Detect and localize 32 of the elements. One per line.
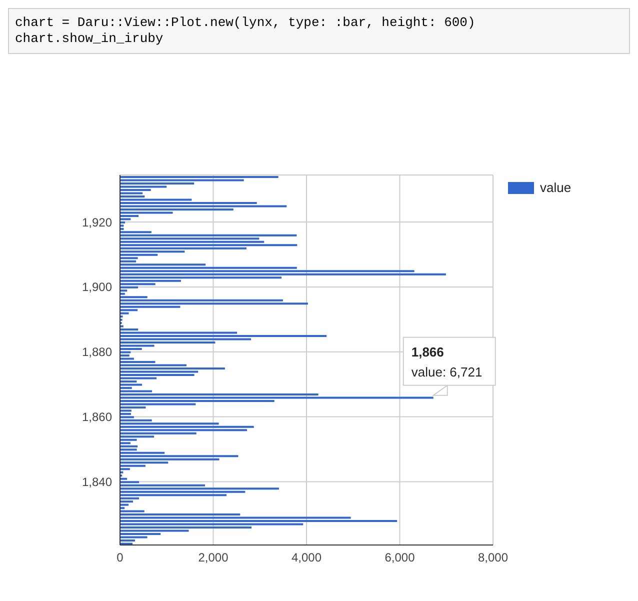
bar	[120, 520, 398, 522]
bar	[120, 244, 298, 246]
bar	[120, 176, 278, 178]
y-tick-label: 1,880	[82, 345, 112, 360]
bar	[120, 205, 287, 208]
y-tick-label: 1,900	[82, 280, 112, 294]
bar	[120, 384, 142, 386]
annotation: 1,866 value: 6,721	[411, 344, 482, 380]
bar	[120, 455, 238, 458]
y-tick-label: 1,840	[82, 474, 112, 489]
y-tick-label: 1,860	[82, 410, 112, 424]
bar	[120, 273, 446, 276]
x-tick-label: 4,000	[291, 550, 322, 565]
bar	[120, 302, 308, 305]
x-tick-label: 6,000	[384, 550, 416, 565]
bar	[120, 504, 129, 506]
x-tick-label: 8,000	[478, 550, 508, 565]
bar	[120, 396, 434, 399]
legend-label: value	[539, 180, 572, 195]
bar	[120, 374, 194, 376]
tooltip-callout: 1,866 value: 6,721	[402, 336, 496, 396]
x-tick-label: 2,000	[198, 550, 229, 565]
x-tick-label: 0	[116, 550, 124, 565]
bar	[120, 426, 254, 428]
bar	[120, 335, 327, 338]
bar	[120, 234, 297, 236]
code-cell: chart = Daru::View::Plot.new(lynx, type: :bar, height: 600) chart.show_in_iruby	[8, 8, 630, 54]
bar	[120, 412, 132, 415]
bar	[120, 445, 138, 448]
y-tick-label: 1,920	[82, 215, 112, 230]
bar	[120, 367, 225, 370]
bar	[120, 488, 279, 490]
